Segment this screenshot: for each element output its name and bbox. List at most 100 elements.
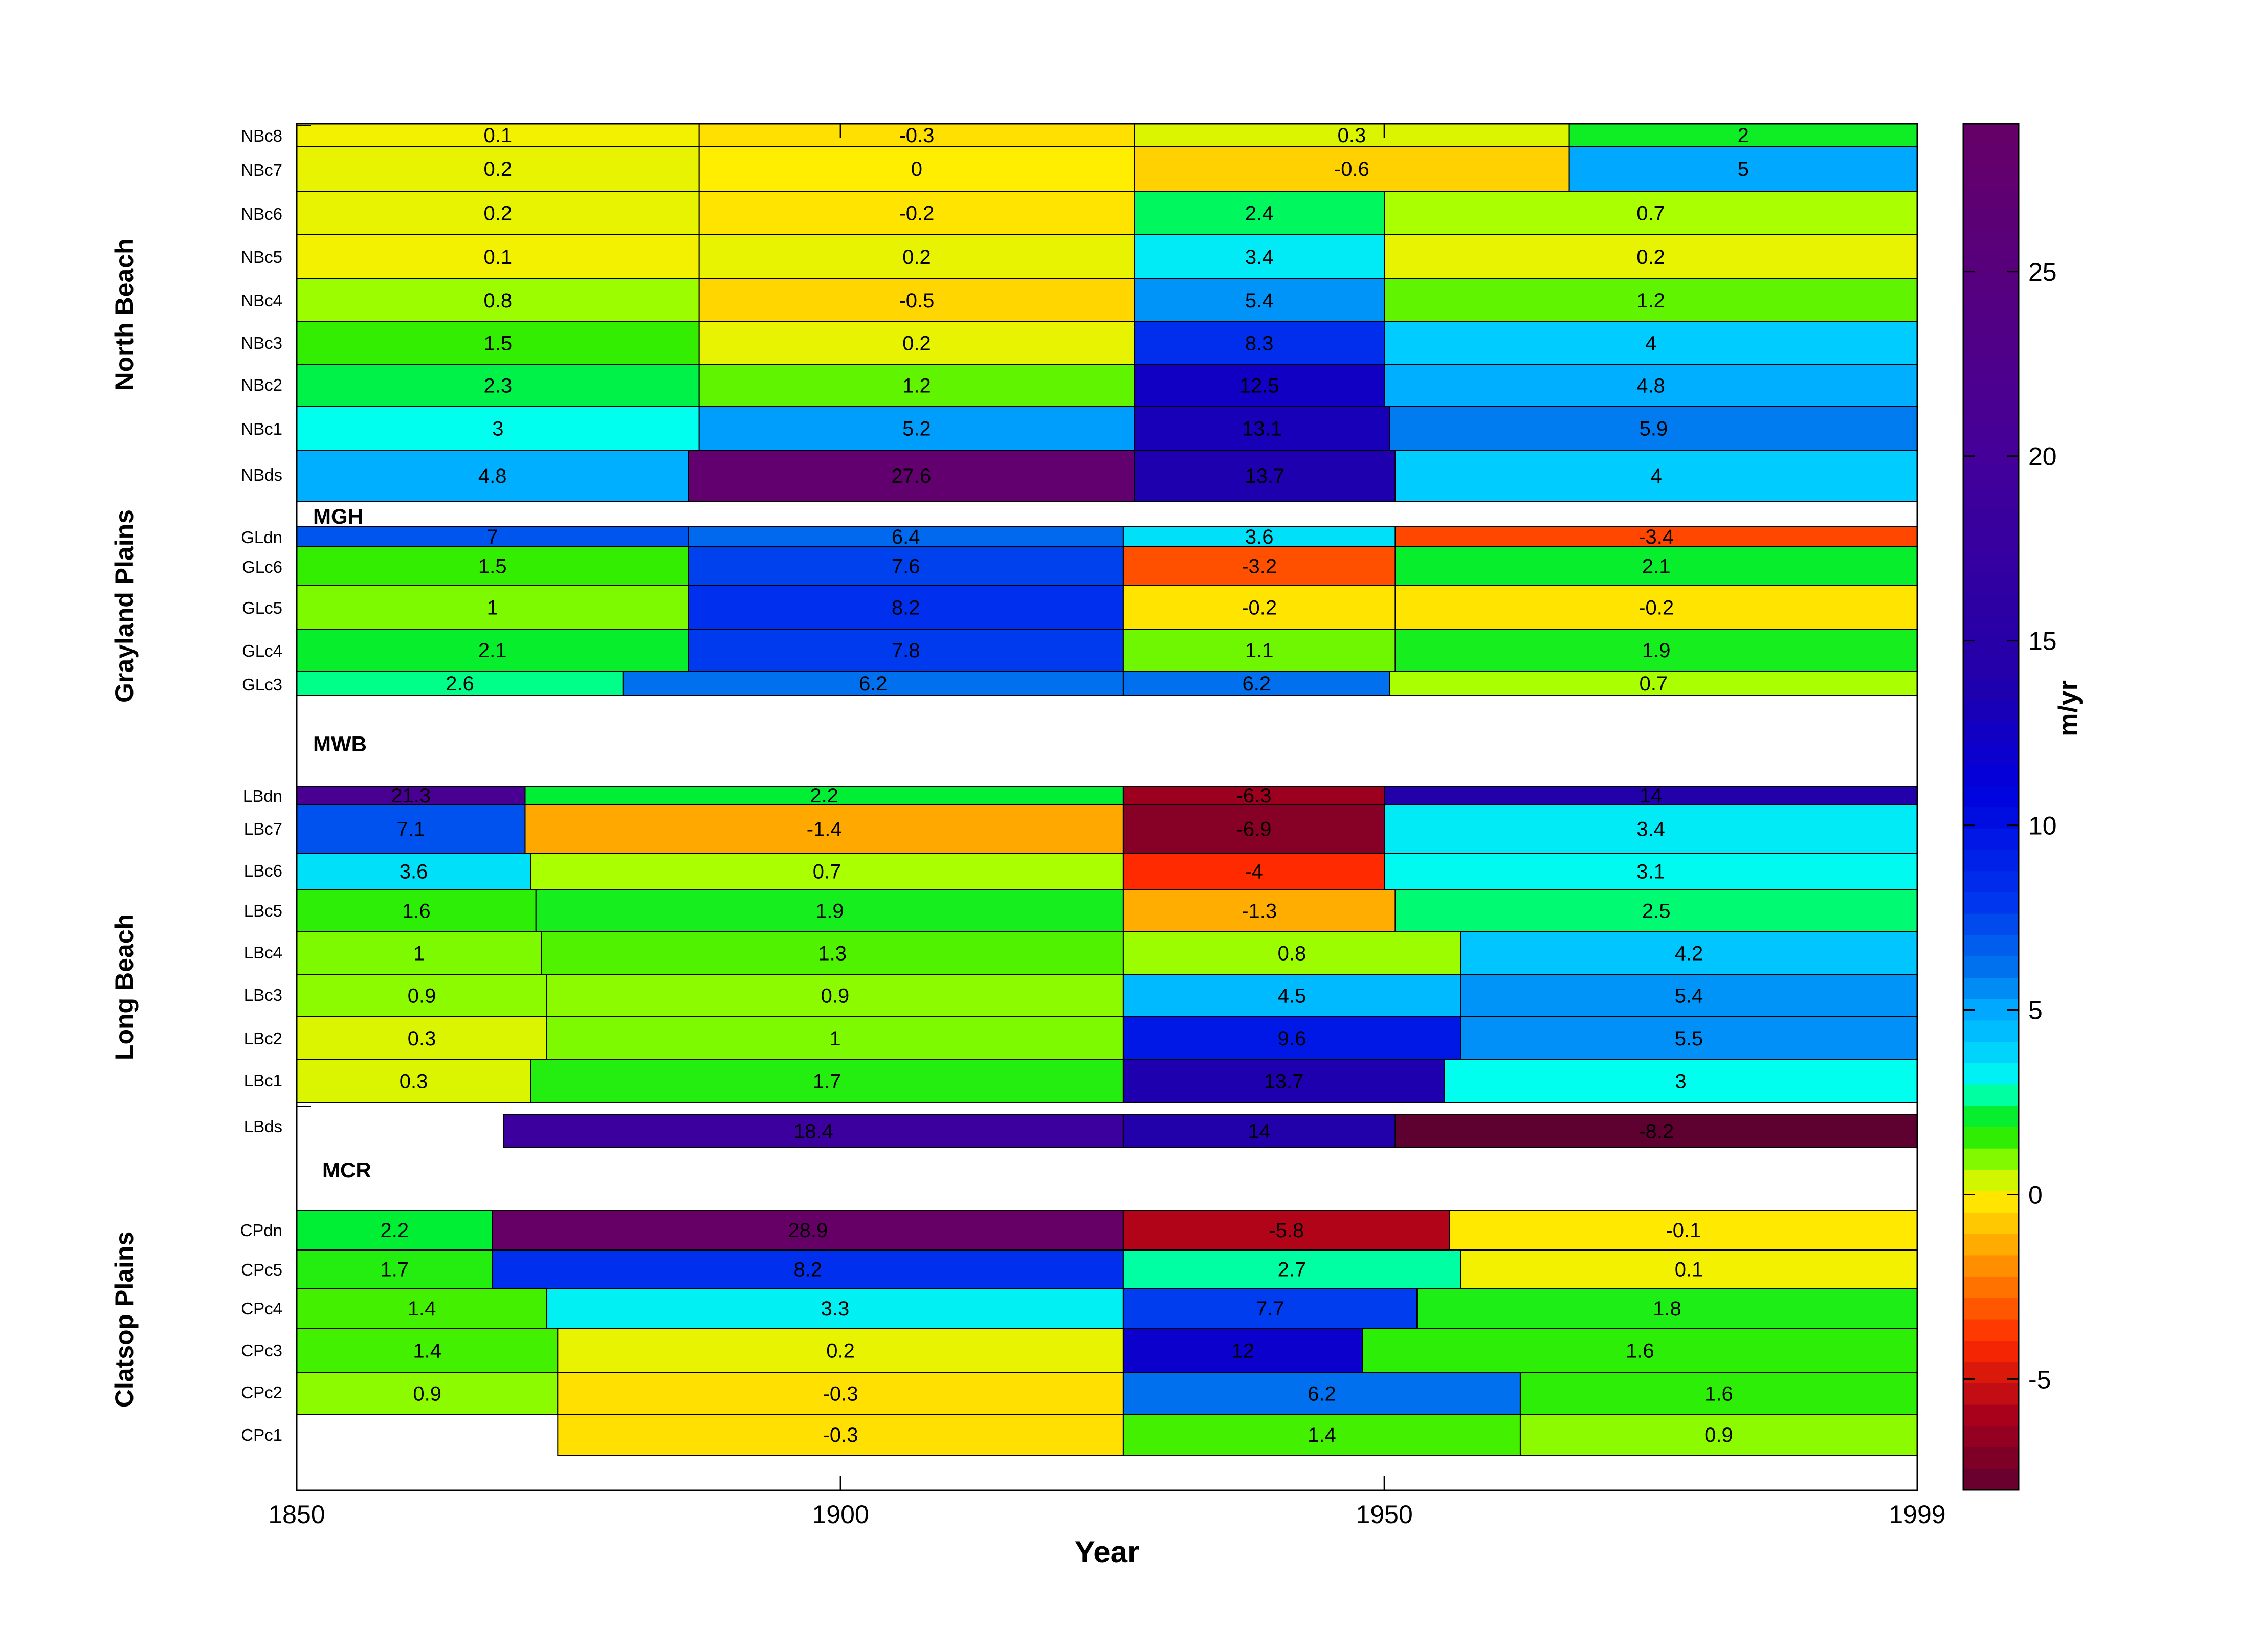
cell-value-LBdn-1926: -6.3 [1236,785,1272,807]
row-label-LBds: LBds [244,1117,282,1136]
cell-value-CPc4-1953: 1.8 [1653,1298,1681,1320]
cell-value-CPc2-1926: 6.2 [1308,1383,1336,1405]
row-label-GLc5: GLc5 [242,598,282,617]
colorbar-step-19 [1963,1063,2019,1085]
cell-value-CPc2-1874: -0.3 [823,1383,858,1405]
cell-value-GLc5-1850: 1 [487,597,498,619]
cell-CPc4-1850 [296,1288,548,1329]
plot-frame [296,123,1918,1491]
cell-value-LBc2-1926: 9.6 [1278,1028,1306,1050]
cell-value-GLc6-1886: 7.6 [892,555,920,578]
cell-CPc1-1926 [1122,1414,1521,1456]
colorbar-step-11 [1963,1234,2019,1256]
cell-value-LBc5-1951: 2.5 [1642,900,1671,923]
cell-value-LBc4-1957: 4.2 [1675,943,1703,965]
cell-value-CPc5-1926: 2.7 [1278,1259,1306,1281]
colorbar-step-40 [1963,614,2019,637]
colorbar-step-32 [1963,785,2019,807]
cell-value-NBds-1886: 27.6 [891,465,931,487]
cell-value-NBc8-1927: 0.3 [1338,124,1366,147]
cell-LBc7-1850 [296,804,526,854]
cell-LBc1-1955.5 [1444,1059,1918,1103]
cell-value-LBdn-1850: 21.3 [391,785,431,807]
cell-value-NBc2-1850: 2.3 [484,375,513,397]
colorbar-step-34 [1963,743,2019,765]
cell-LBc2-1957 [1460,1016,1918,1060]
colorbar-step-23 [1963,977,2019,999]
colorbar-step-14 [1963,1169,2019,1192]
cell-NBc5-1850 [296,234,700,279]
cell-value-CPc5-1868: 8.2 [793,1259,822,1281]
cell-value-LBc4-1926: 0.8 [1278,943,1306,965]
cell-NBc7-1850 [296,146,700,192]
row-label-CPc4: CPc4 [241,1299,282,1318]
cell-CPc4-1953 [1416,1288,1918,1329]
group-label-3: Clatsop Plains [110,1232,139,1408]
cell-value-GLc3-1850: 2.6 [446,673,474,695]
colorbar-tick-label-25: 25 [2028,258,2057,286]
x-tick-label-1999: 1999 [1889,1500,1945,1529]
cell-NBc1-1927 [1134,406,1390,451]
row-label-CPc3: CPc3 [241,1341,282,1360]
colorbar-step-5 [1963,1361,2019,1383]
cell-value-LBc2-1957: 5.5 [1675,1028,1703,1050]
colorbar-tick-label--5: -5 [2028,1365,2051,1394]
colorbar-step-36 [1963,700,2019,722]
row-label-CPdn: CPdn [240,1221,282,1240]
cell-CPc2-1926 [1122,1372,1521,1415]
cell-LBc6-1950 [1384,853,1918,890]
row-label-NBc1: NBc1 [241,419,282,438]
cell-CPc5-1868 [492,1249,1124,1289]
colorbar-step-25 [1963,934,2019,957]
cell-value-CPc1-1962.5: 0.9 [1704,1424,1733,1446]
colorbar-step-6 [1963,1340,2019,1363]
colorbar-step-30 [1963,828,2019,850]
cell-GLc3-1950.5 [1389,671,1918,696]
colorbar-step-21 [1963,1020,2019,1042]
colorbar-step-24 [1963,956,2019,978]
cell-value-CPc4-1850: 1.4 [408,1298,436,1320]
colorbar-step-3 [1963,1404,2019,1426]
cell-LBc2-1926 [1122,1016,1461,1060]
cell-value-NBc5-1950: 0.2 [1636,246,1665,269]
cell-LBc1-1871.5 [530,1059,1124,1103]
cell-value-GLc6-1850: 1.5 [478,555,507,578]
annotations: MGH MWB MCR [297,125,371,1182]
cell-CPc1-1874 [557,1414,1124,1456]
colorbar-step-8 [1963,1298,2019,1320]
x-axis-label: Year [1075,1535,1140,1569]
cell-value-LBc1-1926: 13.7 [1264,1070,1304,1093]
cell-value-LBc7-1871: -1.4 [807,818,842,841]
cell-NBc7-1967 [1568,146,1918,192]
cell-value-NBc7-1927: -0.6 [1334,158,1369,181]
x-axis: 1850 1900 1950 1999 [268,124,1946,1529]
row-label-CPc2: CPc2 [241,1383,282,1402]
cell-value-NBc1-1887: 5.2 [902,418,931,440]
cell-NBc6-1887 [698,191,1135,235]
row-label-LBc5: LBc5 [244,901,282,920]
cell-LBc1-1850 [296,1059,531,1103]
cell-value-NBc3-1887: 0.2 [902,332,931,355]
cell-LBds-1869 [502,1114,1124,1148]
cell-LBc3-1926 [1122,974,1461,1017]
cell-value-NBc2-1950: 4.8 [1636,375,1665,397]
colorbar-step-63 [1963,124,2019,146]
cell-NBc4-1887 [698,278,1135,322]
cell-value-GLc4-1926: 1.1 [1245,639,1274,662]
cell-value-CPdn-1850: 2.2 [381,1219,409,1242]
cell-GLc5-1951 [1394,585,1918,630]
colorbar-step-27 [1963,892,2019,914]
colorbar-step-57 [1963,252,2019,274]
cell-CPc3-1850 [296,1328,559,1373]
cell-value-GLc4-1886: 7.8 [892,639,920,662]
colorbar-step-48 [1963,444,2019,466]
colorbar-tick-label-0: 0 [2028,1180,2043,1209]
annotation-mcr: MCR [322,1158,371,1182]
colorbar-step-1 [1963,1447,2019,1469]
cell-LBc6-1926 [1122,853,1385,890]
colorbar-label: m/yr [2053,680,2083,736]
group-label-1: Grayland Plains [110,509,139,703]
cell-value-NBc1-1950.5: 5.9 [1640,418,1668,440]
colorbar-step-39 [1963,636,2019,658]
